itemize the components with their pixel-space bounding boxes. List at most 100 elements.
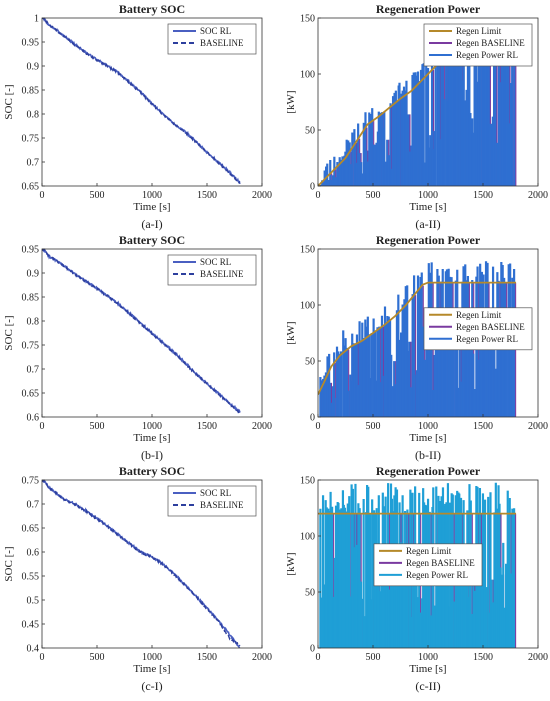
chart-title: Battery SOC: [119, 233, 185, 247]
x-tick-label: 1500: [197, 652, 217, 663]
y-tick-label: 0.65: [22, 524, 40, 535]
y-tick-label: 0.8: [27, 317, 40, 328]
chart-title: Regeneration Power: [376, 233, 481, 247]
x-axis-label: Time [s]: [409, 201, 446, 213]
series-line-baseline: [42, 18, 241, 185]
legend-entry: BASELINE: [200, 38, 244, 48]
x-tick-label: 2000: [528, 190, 548, 201]
x-tick-label: 0: [316, 652, 321, 663]
x-axis-label: Time [s]: [409, 663, 446, 675]
chart-panel-a-II: Regeneration Power 0 500 1000 1500 2000 0 50 100…: [285, 2, 548, 231]
y-tick-label: 0.95: [22, 245, 40, 256]
panel-caption: (a-I): [141, 217, 162, 231]
chart-title: Regeneration Power: [376, 2, 481, 16]
y-tick-label: 0.45: [22, 620, 40, 631]
y-tick-label: 0.85: [22, 293, 40, 304]
x-tick-label: 1000: [142, 421, 162, 432]
legend-entry: Regen Limit: [406, 546, 452, 556]
x-tick-label: 2000: [252, 190, 272, 201]
legend: SOC RL BASELINE: [167, 23, 257, 55]
x-tick-label: 500: [90, 652, 105, 663]
x-axis-label: Time [s]: [133, 432, 170, 444]
y-tick-label: 0.7: [27, 158, 40, 169]
y-axis-label: [kW]: [285, 90, 297, 113]
x-tick-label: 2000: [528, 421, 548, 432]
y-tick-label: 0.75: [22, 134, 40, 145]
y-tick-label: 0: [310, 182, 315, 193]
y-axis-label: [kW]: [285, 552, 297, 575]
legend-entry: Regen Power RL: [456, 50, 518, 60]
legend: SOC RL BASELINE: [167, 485, 257, 517]
x-tick-label: 0: [40, 190, 45, 201]
y-tick-label: 0.6: [27, 548, 40, 559]
y-tick-label: 0.65: [22, 389, 40, 400]
y-tick-label: 100: [300, 70, 315, 81]
x-tick-label: 1000: [418, 421, 438, 432]
y-tick-label: 0.65: [22, 182, 40, 193]
x-tick-label: 500: [90, 421, 105, 432]
y-tick-label: 150: [300, 14, 315, 25]
legend: Regen Limit Regen BASELINE Regen Power RL: [373, 543, 483, 587]
x-tick-label: 0: [316, 421, 321, 432]
x-tick-label: 500: [366, 190, 381, 201]
legend-box: [167, 23, 257, 55]
x-tick-label: 1500: [473, 190, 493, 201]
panel-caption: (b-I): [141, 448, 163, 462]
legend-entry: Regen Limit: [456, 26, 502, 36]
legend: Regen Limit Regen BASELINE Regen Power RL: [423, 307, 533, 351]
x-tick-label: 500: [366, 421, 381, 432]
x-tick-label: 1500: [473, 421, 493, 432]
y-tick-label: 150: [300, 476, 315, 487]
panel-caption: (c-I): [141, 679, 162, 693]
y-axis-label: SOC [-]: [3, 84, 15, 119]
chart-title: Battery SOC: [119, 464, 185, 478]
x-axis-label: Time [s]: [409, 432, 446, 444]
legend-entry: Regen BASELINE: [456, 322, 525, 332]
y-tick-label: 50: [305, 126, 315, 137]
legend-entry: Regen Power RL: [406, 570, 468, 580]
plot-area: [42, 480, 241, 648]
x-axis-label: Time [s]: [133, 663, 170, 675]
y-tick-label: 0.9: [27, 269, 40, 280]
x-tick-label: 1500: [473, 652, 493, 663]
y-tick-label: 0.85: [22, 86, 40, 97]
legend-entry: Regen BASELINE: [406, 558, 475, 568]
legend-entry: SOC RL: [200, 26, 231, 36]
legend-entry: SOC RL: [200, 488, 231, 498]
y-tick-label: 0: [310, 644, 315, 655]
y-tick-label: 0.55: [22, 572, 40, 583]
x-tick-label: 2000: [252, 652, 272, 663]
y-axis-label: SOC [-]: [3, 315, 15, 350]
regen-limit-line: [318, 281, 516, 395]
plot-area: [42, 18, 241, 185]
chart-title: Regeneration Power: [376, 464, 481, 478]
x-tick-label: 1500: [197, 190, 217, 201]
plot-area: [42, 249, 241, 415]
x-tick-label: 0: [40, 421, 45, 432]
y-tick-label: 0.7: [27, 365, 40, 376]
x-tick-label: 1000: [142, 190, 162, 201]
chart-title: Battery SOC: [119, 2, 185, 16]
legend-box: [167, 485, 257, 517]
y-tick-label: 0.9: [27, 62, 40, 73]
x-tick-label: 500: [90, 190, 105, 201]
chart-panel-b-I: Battery SOC 0 500 1000 1500 2000 0.6 0.65 0.7 0.7…: [3, 233, 272, 462]
y-tick-label: 0.8: [27, 110, 40, 121]
y-tick-label: 50: [305, 357, 315, 368]
y-tick-label: 0.5: [27, 596, 40, 607]
chart-panel-a-I: Battery SOC 0 500 1000 1500 2000 0.65 0.7 0.75 0.…: [3, 2, 272, 231]
legend: SOC RL BASELINE: [167, 254, 257, 286]
chart-panel-b-II: Regeneration Power 0 500 1000 1500 2000 0 50 100…: [285, 233, 548, 462]
y-tick-label: 0.4: [27, 644, 40, 655]
x-tick-label: 2000: [252, 421, 272, 432]
x-tick-label: 1000: [418, 190, 438, 201]
x-tick-label: 1500: [197, 421, 217, 432]
y-tick-label: 150: [300, 245, 315, 256]
y-axis-label: SOC [-]: [3, 546, 15, 581]
x-tick-label: 1000: [142, 652, 162, 663]
y-axis-label: [kW]: [285, 321, 297, 344]
chart-panel-c-I: Battery SOC 0 500 1000 1500 2000 0.4 0.45 0.5 0.5…: [3, 464, 272, 693]
y-tick-label: 100: [300, 301, 315, 312]
legend-entry: Regen Limit: [456, 310, 502, 320]
